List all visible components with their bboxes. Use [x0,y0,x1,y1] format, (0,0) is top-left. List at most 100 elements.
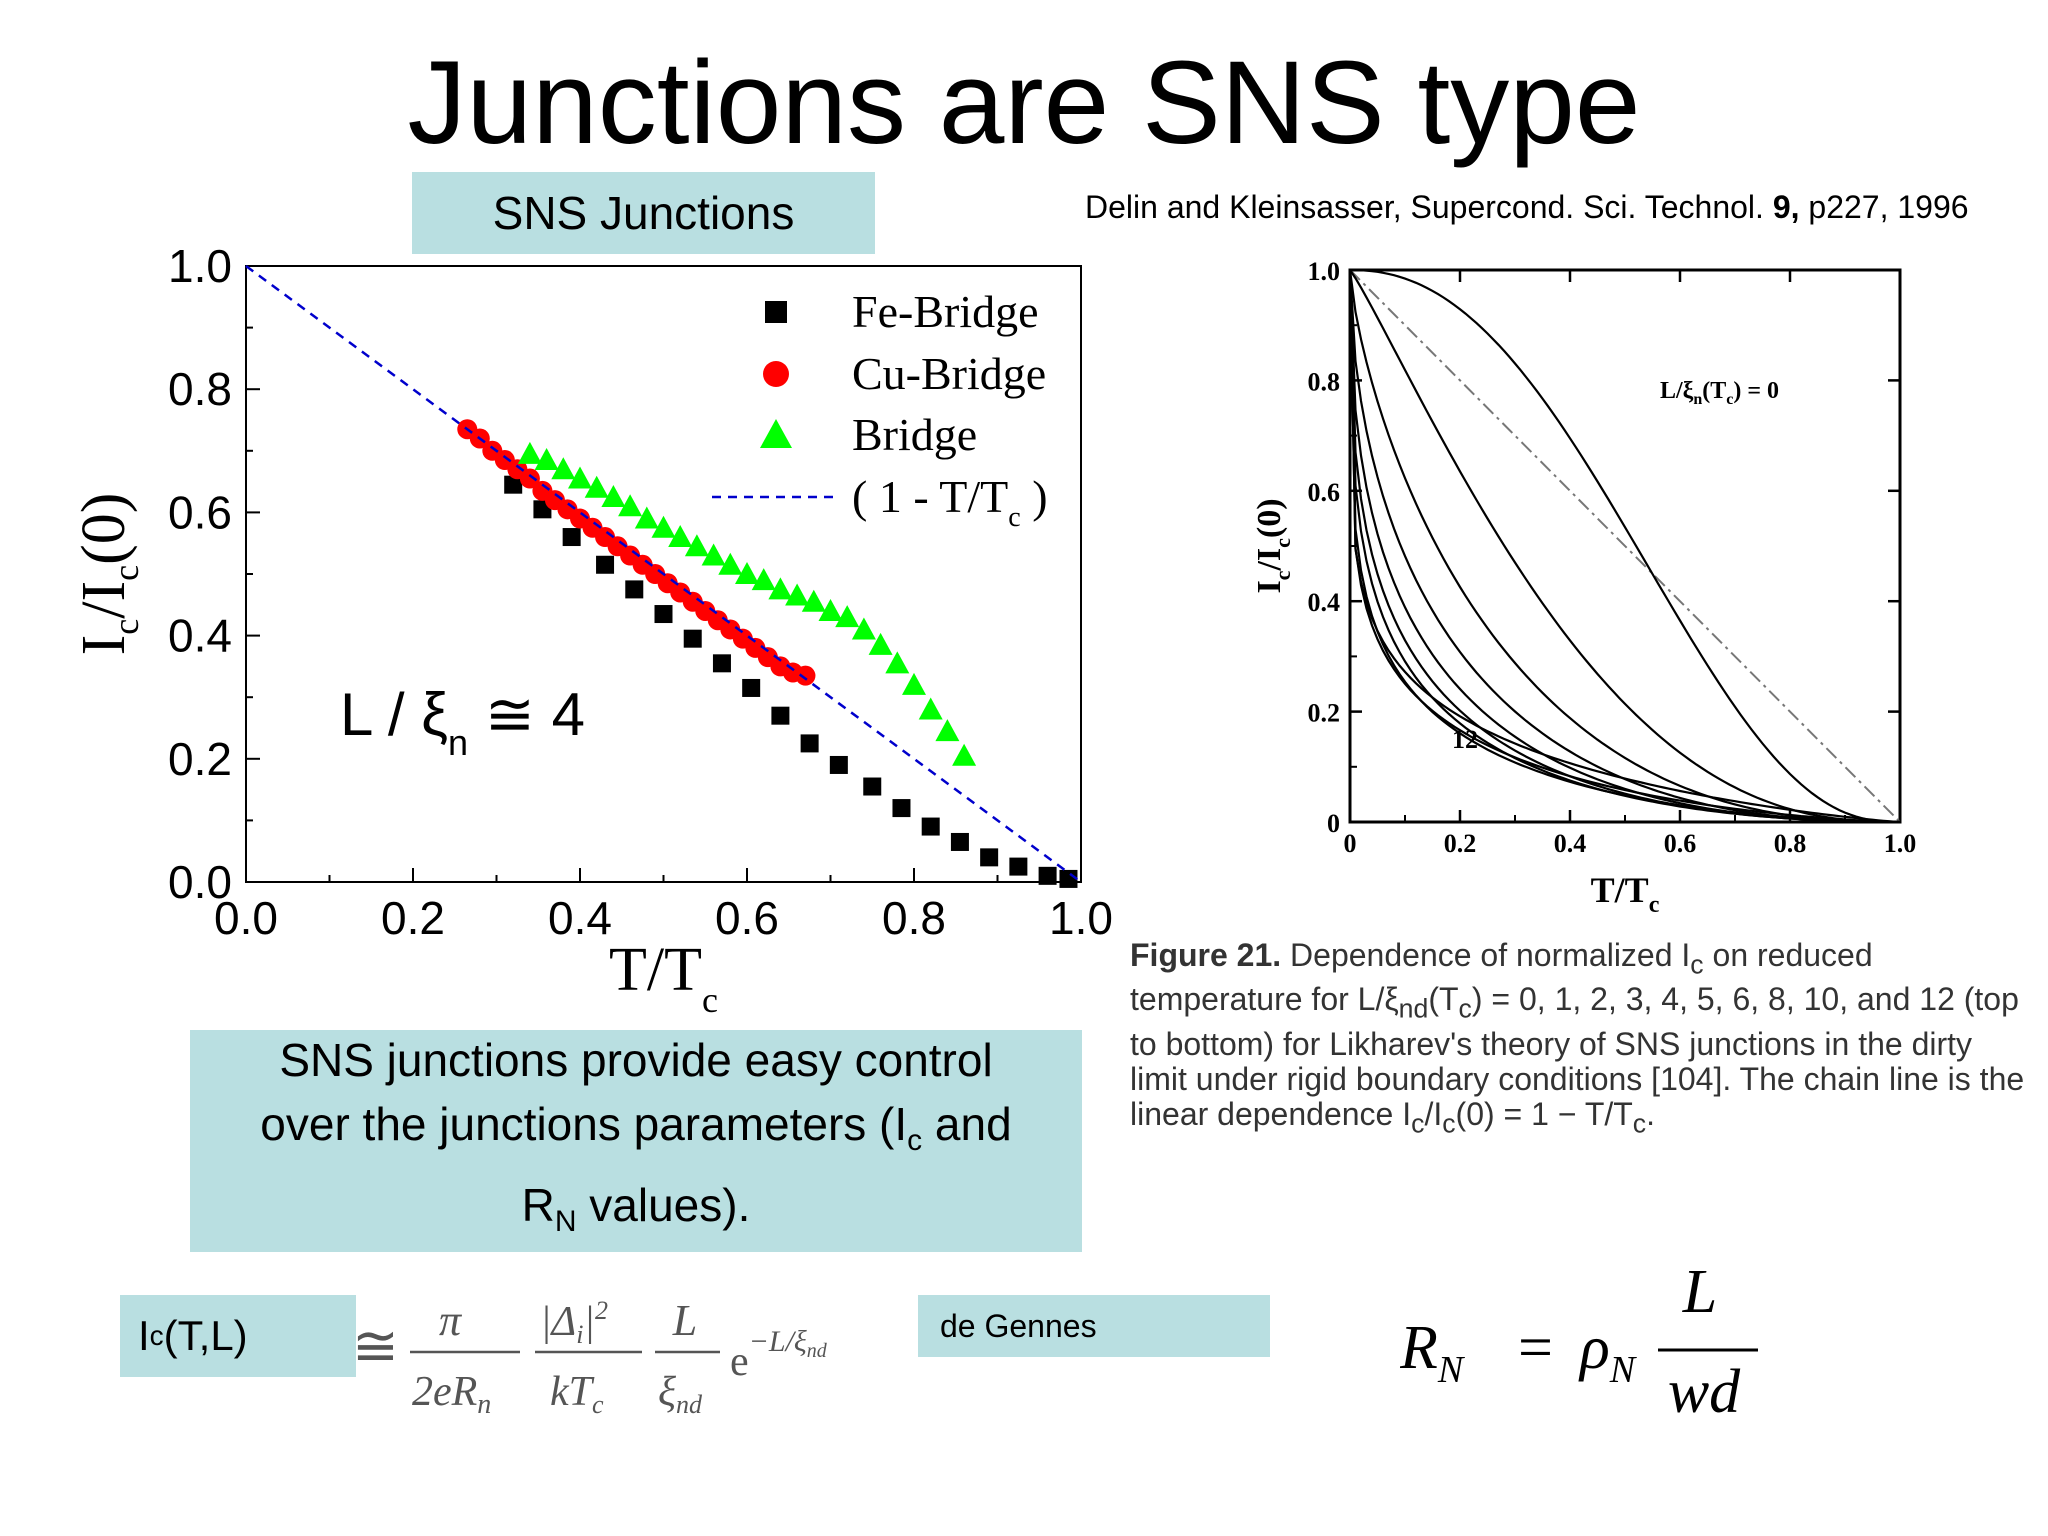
caption-text-5: /I [1424,1095,1443,1132]
fe-bridge-point [1009,857,1028,876]
de-gennes-formula: ≅ π 2eRn |Δi|2 kTc L ξnd e−L/ξnd [352,1296,828,1420]
formula-pi: π [439,1296,463,1345]
formula-exp: e−L/ξnd [730,1325,828,1385]
formula-approx: ≅ [352,1314,399,1379]
fe-bridge-point [892,799,911,818]
x-tick-label: 0.4 [548,892,612,944]
bridge-point [785,583,810,606]
caption-sub-3: c [1458,993,1472,1024]
sns-junction-chart: 0.0 0.2 0.4 0.6 0.8 1.0 0.0 0.2 0.4 0.6 0.8 1.0 T/Tc… [70,240,1113,1020]
cu-bridge-point [519,468,540,489]
note-line-1: SNS junctions provide easy control [279,1033,993,1086]
formula-num2: |Δi|2 [540,1296,608,1349]
reference-citation: Delin and Kleinsasser, Supercond. Sci. T… [1085,186,1985,228]
bridge-point [618,494,643,517]
reference-volume: 9, [1772,189,1800,225]
bridge-point [818,598,843,621]
bridge-point [634,506,659,529]
page-title: Junctions are SNS type [407,37,1641,169]
bridge-point [568,466,592,489]
theory-curve [1349,268,1900,824]
y-tick-label: 0.8 [168,363,232,415]
fe-bridge-point [1038,866,1057,885]
theory-x-tick-label: 0.6 [1664,829,1697,858]
ic-rest: (T,L) [163,1312,248,1359]
theory-curve [1348,269,1900,824]
caption-label: Figure 21. [1130,937,1282,973]
reference-rest: p227, 1996 [1808,189,1969,225]
theory-chain-line [1349,269,1901,823]
bridge-point [735,562,759,584]
note-line-3a: R [521,1179,555,1231]
note-line-2: over the junctions parameters (Ic and [260,1092,1011,1173]
theory-annotation-bottom: 12 [1452,725,1478,754]
fe-bridge-point [950,832,969,851]
bridge-point [551,457,576,480]
x-axis-label: T/Tc [609,936,718,1020]
x-tick-label: 0.6 [715,892,779,944]
theory-y-tick-label: 0.8 [1308,367,1341,396]
y-tick-label: 1.0 [168,240,232,292]
bridge-point [835,605,860,628]
caption-text-7: . [1646,1095,1656,1132]
bridge-point [534,448,559,471]
y-tick-label: 0.6 [168,486,232,538]
legend-bridge: Bridge [852,409,977,460]
theory-x-tick-label: 0 [1344,829,1357,858]
figure-caption: Figure 21. Dependence of normalized Ic o… [1130,937,2030,1141]
bridge-point [651,515,676,538]
fe-bridge-point [562,528,581,547]
bridge-point [684,534,709,557]
theory-x-tick-label: 0.8 [1774,829,1807,858]
theory-x-tick-label: 0.4 [1554,829,1587,858]
caption-sub-2: nd [1398,993,1429,1024]
fe-bridge-point [980,848,999,867]
theory-y-axis-label: Ic/Ic(0) [1251,498,1295,593]
fe-bridge-point [504,475,523,494]
x-tick-label: 1.0 [1049,892,1113,944]
y-tick-label: 0.2 [168,733,232,785]
fe-bridge-point [771,706,790,725]
rn-den: wd [1668,1358,1741,1426]
theory-annotation-top: L/ξn(Tc) = 0 [1660,378,1779,408]
theory-x-axis-label: T/Tc [1591,870,1660,918]
x-tick-label: 0.2 [381,892,445,944]
note-line-2-sub: c [907,1124,923,1157]
legend-linear: ( 1 - T/Tc ) [852,471,1048,533]
bridge-point [935,719,960,742]
ic-main: I [138,1312,150,1359]
fe-bridge-point [829,755,848,774]
sns-junctions-text: SNS Junctions [492,187,795,239]
likharev-theory-chart: 0 0.2 0.4 0.6 0.8 1.0 0 0.2 0.4 0.6 0.8 1.0 T/Tc Ic/I… [1251,257,1916,918]
fe-bridge-point [625,580,644,599]
caption-sub-1: c [1690,949,1704,980]
fe-bridge-point [596,555,615,574]
x-tick-label: 0.0 [214,892,278,944]
theory-y-tick-label: 1.0 [1308,257,1341,286]
bridge-point [918,697,943,720]
theory-y-tick-label: 0 [1327,809,1340,838]
legend-circle-marker [763,361,789,387]
bridge-point [718,552,743,575]
fe-bridge-point [1059,869,1078,888]
note-line-3-sub: N [554,1205,577,1239]
bridge-point [768,577,793,600]
sns-junctions-label: SNS Junctions [412,172,875,254]
fe-bridge-point [863,777,882,796]
bridge-point [701,543,726,566]
caption-text: Dependence of normalized I [1281,937,1691,973]
bridge-point [601,485,626,507]
de-gennes-label: de Gennes [918,1295,1270,1357]
theory-curve [1348,269,1901,824]
bridge-point [851,617,876,640]
fe-bridge-point [683,629,702,648]
formula-den3: ξnd [658,1369,703,1419]
bridge-point [801,589,826,612]
caption-text-3: (T [1428,981,1459,1018]
fe-bridge-point [654,605,673,624]
caption-sub-6: c [1632,1108,1647,1139]
bridge-point [952,743,977,766]
note-line-3b: values). [576,1179,751,1231]
de-gennes-text: de Gennes [940,1307,1097,1344]
bridge-point [868,632,893,655]
